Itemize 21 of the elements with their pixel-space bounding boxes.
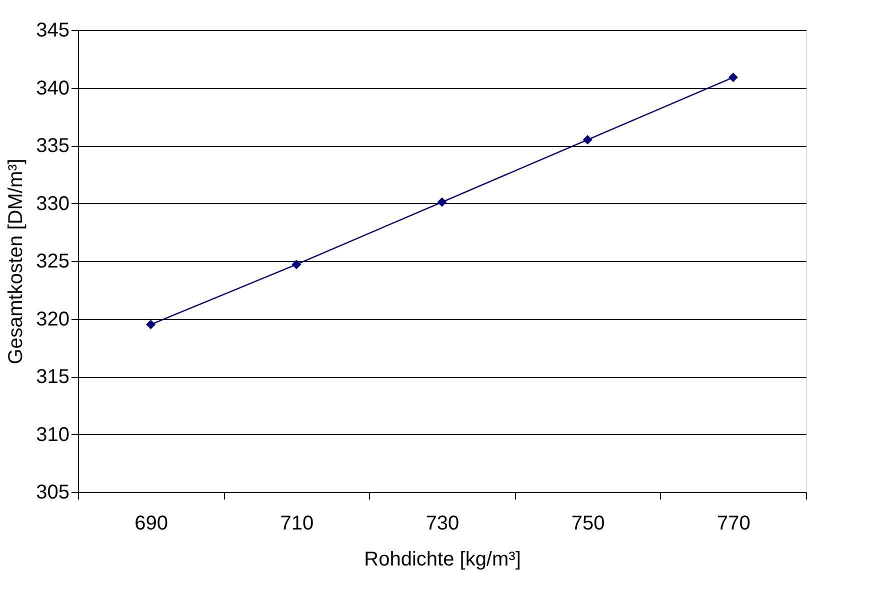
- y-axis-title: Gesamtkosten [DM/m³]: [5, 158, 28, 364]
- x-tick-label: 710: [280, 512, 314, 534]
- y-tick-label: 325: [36, 250, 70, 272]
- y-tick-label: 340: [36, 77, 70, 100]
- x-tick-label: 750: [571, 512, 605, 534]
- y-tick-label: 320: [36, 308, 70, 330]
- y-tick-label: 335: [36, 135, 70, 157]
- point: [437, 197, 447, 207]
- y-tick-label: 315: [36, 366, 70, 388]
- y-tick-label: 310: [36, 424, 70, 446]
- x-axis-title: Rohdichte [kg/m³]: [364, 548, 521, 570]
- point: [292, 260, 302, 270]
- x-tick-label: 730: [426, 512, 460, 534]
- y-tick-label: 330: [36, 192, 70, 215]
- point: [582, 134, 592, 144]
- x-tick-label: 690: [134, 512, 168, 534]
- point: [728, 72, 738, 82]
- y-tick-label: 345: [36, 20, 70, 42]
- x-tick-label: 770: [717, 512, 750, 534]
- point: [146, 320, 156, 330]
- y-tick-label: 305: [36, 482, 70, 504]
